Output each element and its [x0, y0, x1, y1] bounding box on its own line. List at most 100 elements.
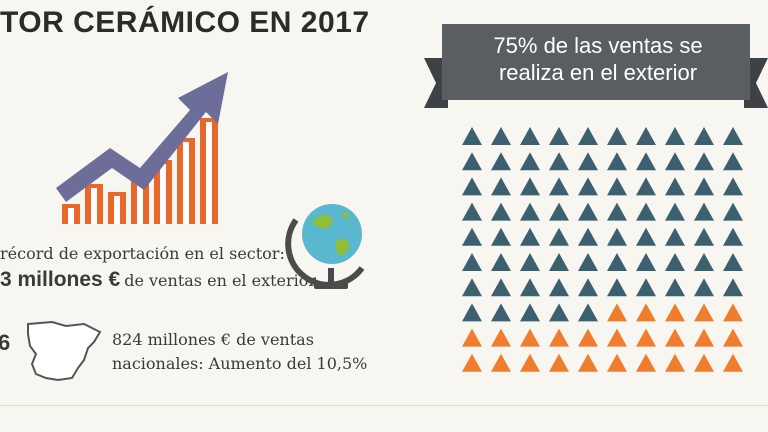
exterior-triangle [520, 152, 540, 171]
nacional-triangle [607, 303, 627, 322]
ribbon-banner [424, 24, 768, 108]
sales-triangle-grid [462, 127, 743, 372]
exterior-triangle [694, 278, 714, 297]
exterior-triangle [723, 127, 743, 145]
exterior-triangle [694, 152, 714, 171]
exterior-triangle [491, 152, 511, 171]
exterior-triangle [723, 227, 743, 246]
exterior-triangle [520, 127, 540, 145]
exterior-triangle [723, 253, 743, 271]
exterior-triangle [462, 303, 482, 322]
exterior-triangle [520, 278, 540, 297]
nacional-triangle [491, 328, 511, 347]
exterior-triangle [665, 152, 685, 171]
nacional-triangle [723, 328, 743, 347]
exterior-triangle [723, 177, 743, 196]
export-amount: 3 millones € de ventas en el exterior [0, 268, 316, 292]
exterior-triangle [549, 127, 569, 145]
exterior-triangle [491, 227, 511, 246]
banner-line-2: realiza en el exterior [498, 60, 698, 85]
nacional-triangle [694, 353, 714, 372]
exterior-triangle [636, 152, 656, 171]
exterior-triangle [578, 202, 598, 221]
export-amount-value: 3 millones € [0, 268, 121, 291]
exterior-triangle [665, 227, 685, 246]
exterior-triangle [491, 278, 511, 297]
exterior-triangle [694, 127, 714, 145]
nacional-triangle [694, 328, 714, 347]
exterior-triangle [665, 278, 685, 297]
exterior-triangle [578, 227, 598, 246]
exterior-triangle [462, 177, 482, 196]
nacional-triangle [520, 353, 540, 372]
exterior-triangle [578, 278, 598, 297]
exterior-triangle [578, 177, 598, 196]
exterior-triangle [520, 253, 540, 271]
exterior-triangle [462, 227, 482, 246]
exterior-triangle [636, 127, 656, 145]
exterior-triangle [578, 303, 598, 322]
nacional-triangle [665, 303, 685, 322]
exterior-triangle [491, 303, 511, 322]
exterior-triangle [694, 177, 714, 196]
exterior-triangle [462, 202, 482, 221]
banner-line-1: 75% de las ventas se [493, 33, 703, 58]
exterior-triangle [520, 177, 540, 196]
exterior-triangle [665, 202, 685, 221]
nacional-triangle [578, 353, 598, 372]
exterior-triangle [491, 177, 511, 196]
bottom-divider [0, 405, 768, 406]
exterior-triangle [549, 227, 569, 246]
national-sales-line1: 824 millones € de ventas [112, 330, 314, 349]
nacional-triangle [636, 353, 656, 372]
exterior-triangle [607, 253, 627, 271]
exterior-triangle [462, 278, 482, 297]
export-amount-suffix: de ventas en el exterior [124, 271, 317, 290]
exterior-triangle [723, 278, 743, 297]
exterior-triangle [549, 177, 569, 196]
exterior-triangle [607, 177, 627, 196]
exterior-triangle [694, 253, 714, 271]
growth-chart-icon [56, 72, 228, 224]
exterior-triangle [549, 253, 569, 271]
exterior-triangle [636, 278, 656, 297]
exterior-triangle [607, 202, 627, 221]
nacional-triangle [549, 353, 569, 372]
exterior-triangle [607, 152, 627, 171]
exterior-triangle [520, 227, 540, 246]
exterior-triangle [549, 152, 569, 171]
nacional-triangle [520, 328, 540, 347]
nacional-triangle [491, 353, 511, 372]
national-sales-line2: nacionales: Aumento del 10,5% [112, 354, 368, 373]
nacional-triangle [665, 328, 685, 347]
exterior-triangle [578, 127, 598, 145]
exterior-triangle [549, 202, 569, 221]
nacional-triangle [549, 328, 569, 347]
nacional-triangle [665, 353, 685, 372]
exterior-triangle [636, 177, 656, 196]
exterior-triangle [665, 127, 685, 145]
exterior-triangle [491, 253, 511, 271]
infographic-title: TOR CERÁMICO EN 2017 [0, 6, 370, 39]
exterior-triangle [462, 127, 482, 145]
nacional-triangle [723, 353, 743, 372]
exterior-triangle [636, 253, 656, 271]
spain-map-icon [27, 320, 102, 382]
exterior-triangle [607, 227, 627, 246]
nacional-triangle [723, 303, 743, 322]
exterior-triangle [491, 202, 511, 221]
exterior-triangle [607, 127, 627, 145]
banner-text: 75% de las ventas se realiza en el exter… [448, 32, 748, 86]
nacional-triangle [694, 303, 714, 322]
nacional-triangle [636, 328, 656, 347]
nacional-triangle [462, 353, 482, 372]
national-digit: 6 [0, 330, 11, 355]
exterior-triangle [694, 227, 714, 246]
nacional-triangle [607, 353, 627, 372]
exterior-triangle [723, 202, 743, 221]
record-text: récord de exportación en el sector: [0, 244, 285, 263]
nacional-triangle [462, 328, 482, 347]
exterior-triangle [520, 202, 540, 221]
exterior-triangle [636, 227, 656, 246]
exterior-triangle [549, 303, 569, 322]
